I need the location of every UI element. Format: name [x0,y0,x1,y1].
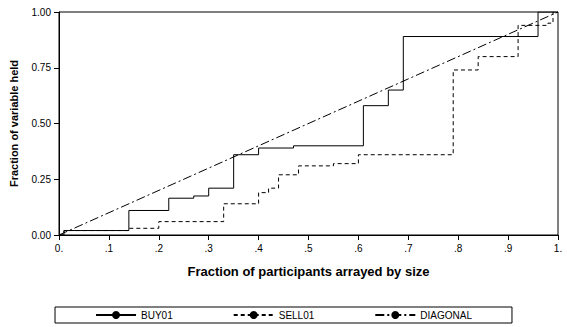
svg-text:.8: .8 [454,243,463,254]
svg-text:Fraction of variable held: Fraction of variable held [8,60,20,187]
svg-text:.5: .5 [304,243,313,254]
svg-text:.3: .3 [205,243,214,254]
svg-text:BUY01: BUY01 [141,310,173,321]
svg-text:DIAGONAL: DIAGONAL [420,310,472,321]
svg-text:.2: .2 [155,243,164,254]
svg-text:.6: .6 [354,243,363,254]
svg-text:1.: 1. [554,243,562,254]
svg-text:0.: 0. [55,243,63,254]
svg-text:.9: .9 [504,243,513,254]
svg-text:.4: .4 [254,243,263,254]
svg-text:0.00: 0.00 [32,230,52,241]
svg-text:0.25: 0.25 [32,174,52,185]
svg-text:0.75: 0.75 [32,62,52,73]
svg-text:.1: .1 [105,243,114,254]
svg-text:.7: .7 [404,243,413,254]
svg-text:0.50: 0.50 [32,118,52,129]
svg-text:1.00: 1.00 [32,7,52,18]
svg-text:Fraction of participants array: Fraction of participants arrayed by size [187,264,429,279]
svg-text:SELL01: SELL01 [279,310,315,321]
